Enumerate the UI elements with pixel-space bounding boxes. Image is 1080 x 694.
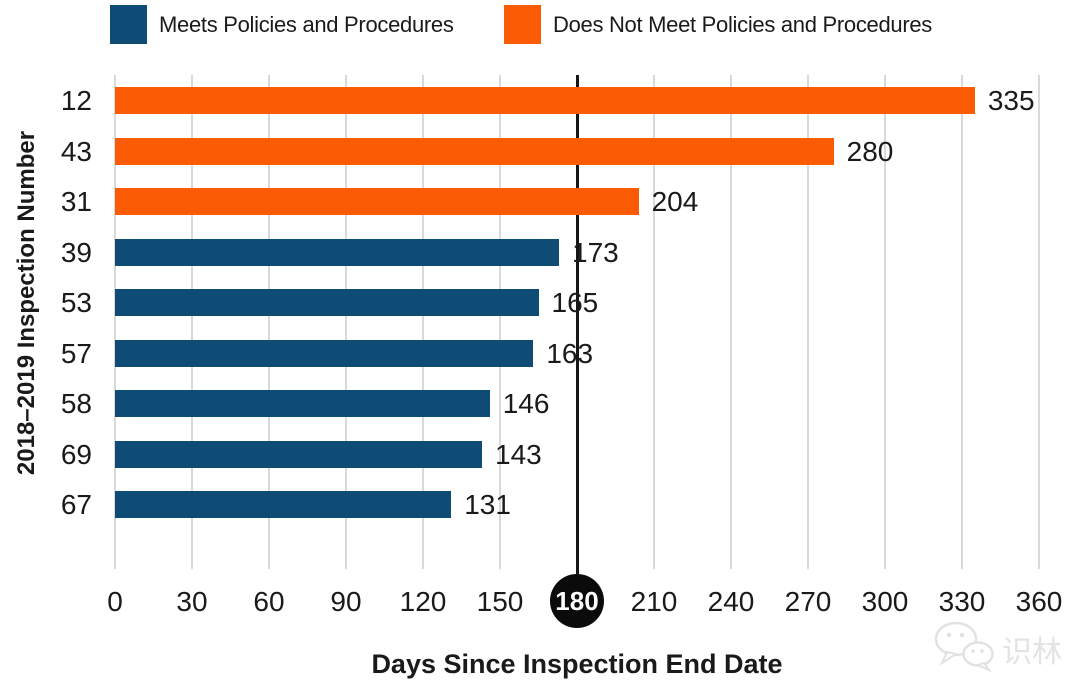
bar-value-label: 204	[651, 186, 699, 217]
bar	[115, 491, 452, 518]
bar-value-label: 173	[572, 236, 619, 268]
x-axis-tick-label: 120	[399, 586, 447, 617]
x-axis-tick-label: 150	[476, 586, 524, 617]
x-axis-highlight-circle: 180	[550, 574, 604, 628]
x-axis-title: Days Since Inspection End Date	[371, 649, 783, 679]
y-axis-label: 31	[60, 186, 92, 217]
bar	[115, 87, 975, 114]
gridline	[114, 75, 116, 569]
bar	[115, 137, 834, 165]
bar-value-label: 163	[546, 337, 594, 369]
bar-value-label: 280	[846, 135, 894, 167]
bar-value-label: 335	[987, 85, 1035, 116]
legend-swatch-does-not-meet-icon	[504, 5, 541, 44]
y-axis-label: 53	[60, 287, 92, 318]
gridline	[345, 75, 347, 569]
bar	[115, 188, 639, 215]
legend-item-does-not-meet: Does Not Meet Policies and Procedures	[504, 5, 932, 44]
gridline	[268, 75, 270, 569]
wechat-icon	[932, 620, 996, 677]
x-axis-tick-label: 240	[707, 586, 755, 617]
y-axis-label: 57	[60, 337, 92, 369]
gridline	[1038, 75, 1040, 569]
gridline	[653, 75, 655, 569]
x-axis-tick-label: 0	[107, 586, 123, 617]
gridline	[884, 75, 886, 569]
y-axis-label: 12	[60, 85, 92, 116]
watermark-text: 识林	[1002, 635, 1062, 669]
legend-label-meets: Meets Policies and Procedures	[159, 11, 454, 37]
x-axis-tick-label: 60	[253, 586, 285, 617]
gridline	[191, 75, 193, 569]
gridline	[499, 75, 501, 569]
bar	[115, 289, 539, 316]
x-axis-tick-label: 270	[784, 586, 832, 617]
y-axis-label: 67	[60, 489, 92, 520]
bar-value-label: 131	[464, 489, 511, 520]
bar-value-label: 165	[551, 287, 599, 318]
gridline	[422, 75, 424, 569]
bar-value-label: 146	[502, 388, 550, 419]
gridline	[730, 75, 732, 569]
x-axis-tick-label: 210	[630, 586, 678, 617]
x-axis-tick-label: 330	[938, 586, 986, 617]
x-axis-tick-label: 360	[1015, 586, 1063, 617]
bar	[115, 440, 483, 468]
bar	[115, 339, 534, 367]
y-axis-label: 69	[60, 438, 92, 470]
x-axis-tick-label: 300	[861, 586, 909, 617]
x-axis-tick-label: 30	[176, 586, 208, 617]
y-axis-label: 39	[60, 236, 92, 268]
y-axis-label: 43	[60, 135, 92, 167]
reference-line	[575, 75, 579, 574]
legend-label-does-not-meet: Does Not Meet Policies and Procedures	[553, 11, 932, 37]
bar	[115, 238, 560, 266]
bar	[115, 390, 490, 417]
legend-item-meets: Meets Policies and Procedures	[110, 5, 454, 44]
gridline	[961, 75, 963, 569]
plot-area: 335 280 204 173 165 163 146 143 131	[114, 75, 1040, 574]
gridline	[807, 75, 809, 569]
watermark: 识林	[932, 620, 1062, 677]
bar-value-label: 143	[495, 438, 542, 470]
y-axis-label: 58	[60, 388, 92, 419]
legend-swatch-meets-icon	[110, 5, 147, 44]
x-axis-tick-label: 90	[330, 586, 362, 617]
